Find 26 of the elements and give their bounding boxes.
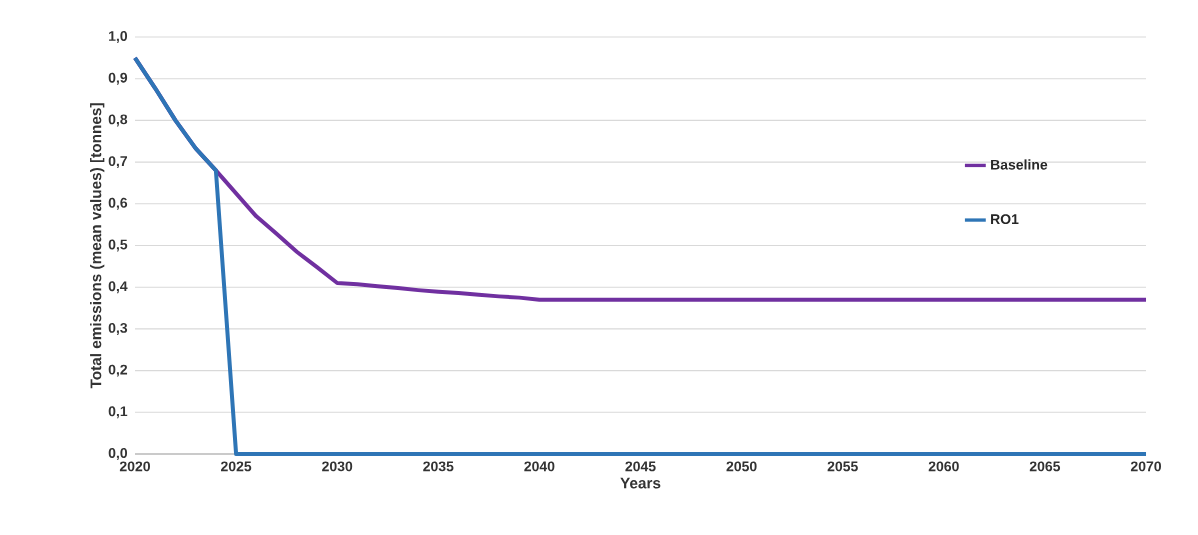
x-tick-label: 2025 <box>221 461 252 472</box>
y-tick-label: 0,7 <box>108 156 128 169</box>
y-tick-label: 0,2 <box>108 364 128 377</box>
y-tick-label: 0,6 <box>108 197 128 210</box>
x-tick-label: 2045 <box>625 461 656 472</box>
x-tick-label: 2055 <box>827 461 858 472</box>
x-tick-label: 2070 <box>1130 461 1162 472</box>
x-tick-label: 2040 <box>524 461 555 472</box>
x-tick-label: 2060 <box>928 461 959 472</box>
legend-label: Baseline <box>991 159 1048 170</box>
y-axis-title: Total emissions (mean values) [tonnes] <box>90 103 105 389</box>
y-tick-label: 0,3 <box>108 322 128 335</box>
y-tick-label: 0,4 <box>108 281 128 294</box>
x-tick-label: 2050 <box>726 461 757 472</box>
x-tick-label: 2065 <box>1029 461 1061 472</box>
y-tick-label: 0,8 <box>108 114 128 127</box>
x-tick-label: 2035 <box>423 461 454 472</box>
y-tick-label: 1,0 <box>109 31 128 43</box>
x-tick-label: 2020 <box>119 461 150 472</box>
y-tick-label: 0,5 <box>108 239 128 252</box>
legend-label: RO1 <box>991 214 1019 225</box>
x-axis-title: Years <box>620 477 661 489</box>
x-tick-label: 2030 <box>322 461 353 472</box>
y-tick-label: 0,0 <box>108 448 128 460</box>
y-tick-label: 0,9 <box>108 72 128 85</box>
y-tick-label: 0,1 <box>108 406 128 419</box>
